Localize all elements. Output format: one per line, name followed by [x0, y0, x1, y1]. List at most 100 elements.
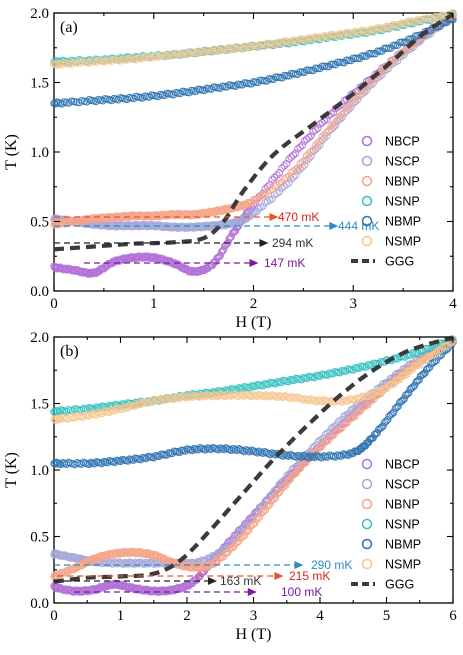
data-point [429, 15, 437, 23]
data-point [419, 347, 428, 355]
annotation-290-mk: 290 mK [54, 558, 352, 572]
data-point [50, 549, 59, 557]
legend-marker-symbol [361, 155, 373, 167]
data-point [55, 408, 63, 416]
legend-marker-symbol [361, 538, 373, 550]
data-point [170, 395, 178, 403]
data-point [234, 392, 243, 401]
data-point [253, 392, 261, 401]
data-point [266, 450, 274, 459]
data-point [233, 446, 241, 455]
data-point [322, 62, 331, 71]
data-point [373, 47, 382, 55]
data-point [314, 64, 322, 73]
legend-entry-nbcp: NBCP [361, 458, 420, 472]
data-point [207, 445, 215, 454]
data-point [269, 75, 278, 84]
data-point [291, 149, 300, 158]
data-point [325, 62, 333, 71]
x-axis-title: H (T) [236, 626, 272, 643]
data-point [227, 232, 236, 241]
data-point [342, 367, 350, 375]
data-point [209, 392, 217, 401]
data-point [57, 415, 65, 424]
data-point [258, 382, 267, 390]
data-point [226, 234, 234, 242]
legend: NBCP NSCP NBNP NSNP NBMP NSMP GGG [351, 135, 421, 269]
data-point [155, 554, 164, 562]
data-point [314, 139, 322, 147]
y-tick-label: 1.0 [30, 463, 49, 479]
data-point [426, 14, 435, 23]
x-tick-label: 0 [50, 296, 58, 312]
legend-entry-ggg: GGG [351, 255, 414, 269]
y-tick-label: 1.5 [30, 397, 49, 413]
data-point [316, 64, 324, 73]
y-tick-label: 0.5 [30, 215, 49, 231]
data-point [181, 447, 189, 455]
data-point [318, 397, 326, 406]
data-point [333, 114, 342, 122]
data-point [321, 438, 329, 446]
legend-marker-symbol [361, 518, 373, 530]
ggg-dashed-line [53, 336, 454, 584]
annotation-arrowhead [269, 213, 279, 221]
data-point [336, 58, 344, 67]
data-point [215, 252, 223, 261]
legend-label: NBNP [385, 498, 420, 512]
data-point [247, 392, 256, 401]
annotation-label: 294 mK [272, 236, 313, 250]
data-point [294, 164, 302, 172]
data-point [103, 458, 112, 467]
annotation-arrowhead [294, 561, 304, 569]
legend-marker-symbol [361, 175, 373, 187]
data-point [387, 23, 395, 31]
data-point [382, 44, 391, 53]
data-point [329, 120, 338, 128]
x-tick-label: 1 [117, 608, 125, 624]
y-axis-title: T (K) [3, 452, 20, 488]
data-point [292, 394, 300, 403]
data-point [297, 453, 306, 461]
data-point [431, 12, 440, 21]
data-point [347, 100, 355, 109]
data-point [285, 155, 293, 163]
data-point [396, 21, 404, 29]
data-point [305, 154, 313, 163]
legend-label: NSCP [385, 478, 420, 492]
plot-frame [53, 12, 454, 292]
data-point [342, 104, 351, 112]
data-point [263, 77, 271, 85]
data-point [316, 141, 324, 149]
data-point [296, 160, 304, 168]
annotation-444-mk: 444 mK [54, 219, 379, 233]
data-point [356, 54, 364, 63]
data-point [367, 49, 375, 58]
data-point [345, 102, 353, 111]
data-point [219, 246, 228, 254]
data-point [217, 248, 226, 256]
data-point [358, 52, 366, 60]
data-point [434, 13, 442, 21]
data-point [305, 454, 313, 462]
legend-label: NSNP [385, 518, 420, 532]
data-point [92, 411, 101, 419]
data-point [70, 586, 78, 595]
annotation-label: 215 mK [289, 569, 330, 583]
data-point [175, 448, 184, 457]
legend-marker-symbol [361, 195, 373, 207]
annotation-label: 444 mK [338, 219, 379, 233]
annotation-arrowhead [247, 588, 257, 596]
legend-entry-nbnp: NBNP [361, 175, 420, 189]
legend-marker-symbol [361, 558, 373, 570]
x-tick-label: 2 [183, 608, 191, 624]
annotation-147-mk: 147 mK [83, 256, 305, 270]
data-point [267, 75, 275, 83]
data-point [362, 52, 371, 60]
data-point [430, 357, 439, 366]
data-point [305, 133, 313, 142]
data-point [338, 398, 346, 406]
data-point [194, 446, 202, 454]
legend-entry-nbmp: NBMP [361, 538, 421, 552]
legend-label: NSMP [385, 558, 421, 572]
